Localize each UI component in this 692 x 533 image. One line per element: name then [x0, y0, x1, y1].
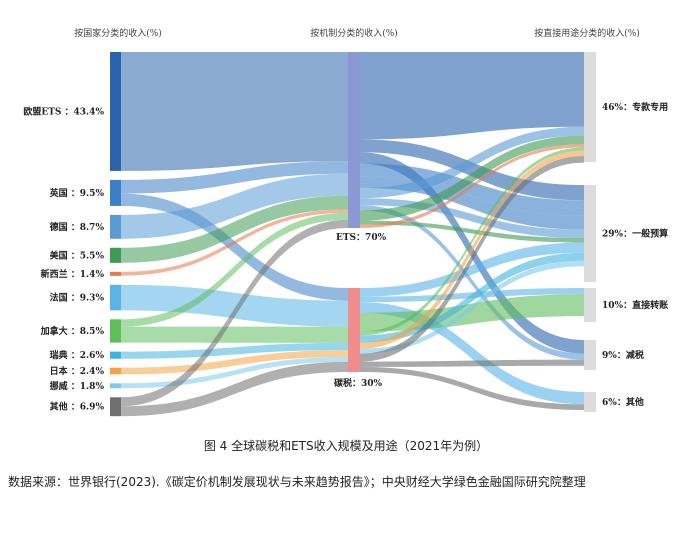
country-node — [110, 52, 121, 171]
country-label: 日本 ：2.4% — [50, 365, 105, 377]
country-label: 德国 ：8.7% — [50, 221, 105, 233]
country-node — [110, 247, 121, 263]
data-source-note: 数据来源：世界银行(2023).《碳定价机制发展现状与未来趋势报告》；中央财经大… — [8, 475, 586, 489]
country-node — [110, 179, 121, 206]
flow-links — [121, 52, 584, 417]
country-node — [110, 367, 121, 375]
flow-mechanism-use — [360, 302, 584, 405]
sankey-chart: 按国家分类的收入(%) 按机制分类的收入(%) 按直接用途分类的收入(%) 欧盟… — [23, 27, 668, 417]
country-node — [110, 214, 121, 239]
country-node — [110, 383, 121, 389]
flow-mechanism-use — [360, 366, 584, 411]
country-label: 美国 ：5.5% — [50, 249, 105, 261]
flow-country-mechanism — [121, 173, 348, 239]
flow-mechanism-use — [360, 163, 584, 216]
mechanism-node — [348, 288, 360, 372]
flow-mechanism-use — [360, 152, 584, 354]
flow-country-mechanism — [121, 52, 348, 171]
mechanism-label: ETS：70% — [336, 233, 387, 243]
flow-country-mechanism — [121, 212, 348, 327]
flow-mechanism-use — [360, 359, 584, 367]
flow-country-mechanism — [121, 209, 348, 276]
country-label: 瑞典 ：2.6% — [50, 349, 105, 361]
flow-mechanism-use — [360, 242, 584, 297]
flow-country-mechanism — [121, 195, 348, 263]
flow-mechanism-use — [360, 139, 584, 201]
flow-mechanism-use — [360, 135, 584, 221]
figure-caption: 图 4 全球碳税和ETS收入规模及用途（2021年为例） — [203, 439, 489, 453]
country-label: 其他 ：6.9% — [50, 401, 105, 413]
flow-mechanism-use — [360, 144, 584, 228]
use-label: 10%：直接转账 — [602, 299, 668, 311]
flow-mechanism-use — [360, 220, 584, 243]
country-node — [110, 319, 121, 343]
flow-mechanism-use — [360, 205, 584, 360]
flow-country-mechanism — [121, 350, 348, 375]
country-node — [110, 284, 121, 311]
use-node — [584, 52, 596, 162]
flow-mechanism-use — [360, 147, 584, 336]
use-label: 6%：其他 — [602, 396, 644, 408]
use-label: 46%：专款专用 — [602, 101, 668, 113]
country-label: 加拿大 ：8.5% — [40, 325, 105, 337]
flow-mechanism-use — [360, 52, 584, 140]
mechanism-label: 碳税：30% — [334, 377, 383, 389]
country-node — [110, 397, 121, 417]
mechanism-node — [348, 52, 360, 228]
flow-country-mechanism — [121, 219, 348, 407]
flow-mechanism-use — [360, 260, 584, 354]
header-country: 按国家分类的收入(%) — [74, 27, 162, 39]
flow-country-mechanism — [121, 356, 348, 389]
country-node — [110, 271, 121, 276]
use-node — [584, 392, 596, 412]
flow-country-mechanism — [121, 326, 348, 343]
header-mechanism: 按机制分类的收入(%) — [310, 27, 398, 39]
use-node — [584, 288, 596, 322]
flow-country-mechanism — [121, 284, 348, 327]
flow-country-mechanism — [121, 342, 348, 359]
flow-country-mechanism — [121, 161, 348, 194]
flow-country-mechanism — [121, 193, 348, 301]
flow-mechanism-use — [360, 150, 584, 349]
flow-mechanism-use — [360, 126, 584, 199]
nodes — [110, 52, 596, 417]
use-label: 9%：减税 — [602, 349, 644, 361]
country-node — [110, 351, 121, 359]
use-label: 29%：一般预算 — [602, 228, 668, 240]
country-label: 法国 ：9.3% — [50, 292, 105, 304]
flow-mechanism-use — [360, 252, 584, 343]
country-label: 英国 ：9.5% — [49, 187, 105, 199]
use-node — [584, 185, 596, 282]
header-use: 按直接用途分类的收入(%) — [534, 27, 640, 39]
flow-mechanism-use — [360, 156, 584, 362]
labels: 按国家分类的收入(%) 按机制分类的收入(%) 按直接用途分类的收入(%) 欧盟… — [23, 27, 668, 413]
flow-country-mechanism — [121, 361, 348, 417]
country-label: 挪威 ：1.8% — [50, 380, 105, 392]
country-label: 欧盟ETS ：43.4% — [23, 105, 104, 117]
use-node — [584, 340, 596, 370]
country-label: 新西兰 ：1.4% — [41, 268, 105, 280]
